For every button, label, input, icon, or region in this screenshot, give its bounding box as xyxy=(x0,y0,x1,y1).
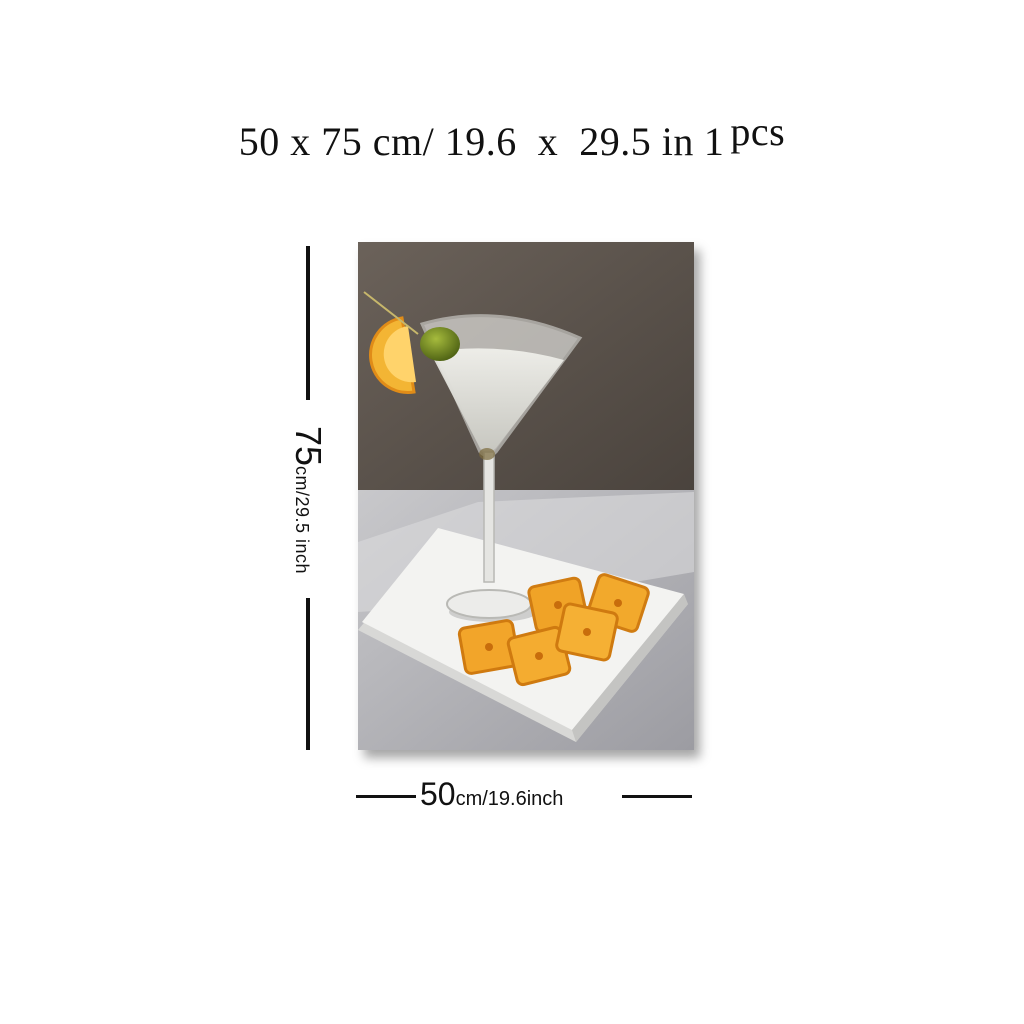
height-dimension-label: 75cm/29.5 inch xyxy=(287,426,329,574)
quantity-unit: pcs xyxy=(730,109,786,154)
height-dimension-line-top xyxy=(306,246,310,400)
olive-icon xyxy=(420,327,460,361)
height-unit: cm/29.5 inch xyxy=(292,465,312,575)
width-dimension-line-right xyxy=(622,795,692,798)
width-unit: cm/19.6inch xyxy=(455,788,564,810)
width-value: 50 xyxy=(420,776,456,812)
canvas-painting xyxy=(358,242,694,750)
quantity-number: 1 xyxy=(703,119,725,164)
height-value: 75 xyxy=(288,425,329,466)
width-dimension-line-left xyxy=(356,795,416,798)
height-dimension-line-bottom xyxy=(306,598,310,750)
product-size-title: 50 x 75 cm/ 19.6 x 29.5 in 1 pcs xyxy=(0,109,1024,165)
martini-glass-icon xyxy=(419,314,583,619)
lemon-slice-icon xyxy=(363,291,419,394)
cracker-icon xyxy=(457,573,650,687)
width-dimension-label: 50cm/19.6inch xyxy=(420,776,563,813)
size-text: 50 x 75 cm/ 19.6 x 29.5 in xyxy=(238,119,694,164)
